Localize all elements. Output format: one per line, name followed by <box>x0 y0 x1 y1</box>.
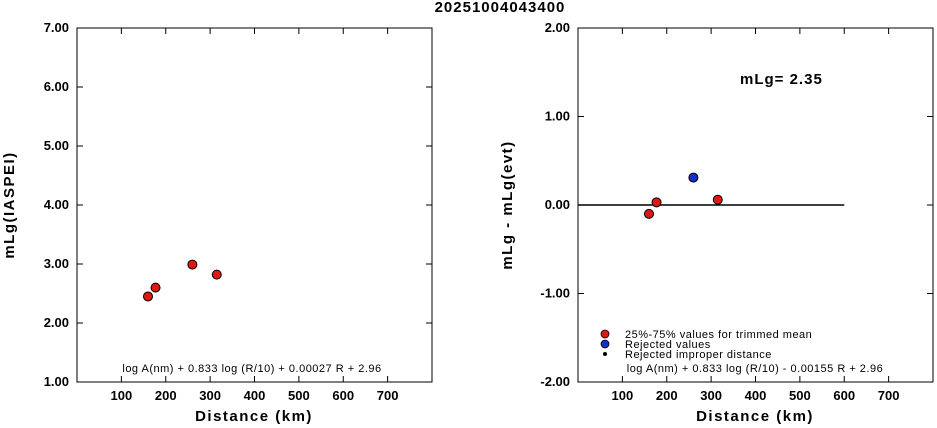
left-y-tick-label: 3.00 <box>44 256 69 271</box>
right-x-tick-label: 400 <box>745 388 767 403</box>
left-data-point <box>143 291 153 302</box>
mlg-annotation: mLg= 2.35 <box>740 71 823 88</box>
right-data-point <box>651 197 662 208</box>
left-x-tick-label: 300 <box>199 388 221 403</box>
left-x-tick-label: 200 <box>155 388 177 403</box>
legend: 25%-75% values for trimmed mean Rejected… <box>600 329 812 361</box>
left-x-ticks: 100 200 300 400 500 600 700 <box>111 28 399 403</box>
right-data-point <box>688 172 699 183</box>
legend-label-improper: Rejected improper distance <box>625 349 772 361</box>
right-y-tick-label: 2.00 <box>545 20 570 35</box>
left-y-tick-label: 7.00 <box>44 20 69 35</box>
legend-marker-accepted <box>600 329 610 339</box>
left-x-tick-label: 500 <box>288 388 310 403</box>
legend-label-accepted: 25%-75% values for trimmed mean <box>625 329 812 341</box>
right-y-axis-label: mLg - mLg(evt) <box>499 140 516 269</box>
left-x-axis-label: Distance (km) <box>195 408 313 425</box>
right-y-tick-label: -2.00 <box>540 374 570 389</box>
left-formula: log A(nm) + 0.833 log (R/10) + 0.00027 R… <box>122 363 381 375</box>
left-x-tick-label: 700 <box>377 388 399 403</box>
right-formula: log A(nm) + 0.833 log (R/10) - 0.00155 R… <box>627 363 883 375</box>
right-points <box>644 172 723 219</box>
right-panel: -2.00 -1.00 0.00 1.00 2.00 100 200 300 400 500 60… <box>499 20 934 425</box>
right-x-tick-label: 200 <box>656 388 678 403</box>
left-y-tick-label: 2.00 <box>44 315 69 330</box>
left-x-tick-label: 100 <box>111 388 133 403</box>
left-y-tick-label: 5.00 <box>44 138 69 153</box>
legend-marker-rejected <box>600 339 610 349</box>
right-y-tick-label: 1.00 <box>545 109 570 124</box>
right-x-ticks: 100 200 300 400 500 600 700 <box>612 28 900 403</box>
right-x-tick-label: 300 <box>700 388 722 403</box>
right-data-point <box>644 208 654 219</box>
right-x-tick-label: 100 <box>612 388 634 403</box>
left-x-tick-label: 400 <box>244 388 266 403</box>
right-x-tick-label: 700 <box>878 388 900 403</box>
left-y-tick-label: 1.00 <box>44 374 69 389</box>
legend-marker-improper <box>603 352 607 356</box>
left-y-axis-label: mLg(IASPEI) <box>1 151 18 258</box>
left-panel: 1.00 2.00 3.00 4.00 5.00 6.00 7.00 100 200 300 40… <box>1 20 433 425</box>
left-data-point <box>187 259 198 270</box>
left-points <box>143 259 222 302</box>
right-x-tick-label: 600 <box>833 388 855 403</box>
right-y-tick-label: -1.00 <box>540 286 570 301</box>
left-y-tick-label: 4.00 <box>44 197 69 212</box>
left-data-point <box>150 282 161 293</box>
right-x-axis-label: Distance (km) <box>696 408 814 425</box>
left-x-tick-label: 600 <box>332 388 354 403</box>
right-x-tick-label: 500 <box>789 388 811 403</box>
left-y-tick-label: 6.00 <box>44 79 69 94</box>
right-y-tick-label: 0.00 <box>545 197 570 212</box>
left-y-ticks: 1.00 2.00 3.00 4.00 5.00 6.00 7.00 <box>44 20 432 389</box>
figure-title: 20251004043400 <box>435 0 566 16</box>
legend-label-rejected: Rejected values <box>625 339 711 351</box>
right-data-point <box>712 194 723 205</box>
right-y-ticks: -2.00 -1.00 0.00 1.00 2.00 <box>540 20 933 389</box>
left-plot-frame <box>76 27 433 383</box>
left-data-point <box>211 269 222 280</box>
